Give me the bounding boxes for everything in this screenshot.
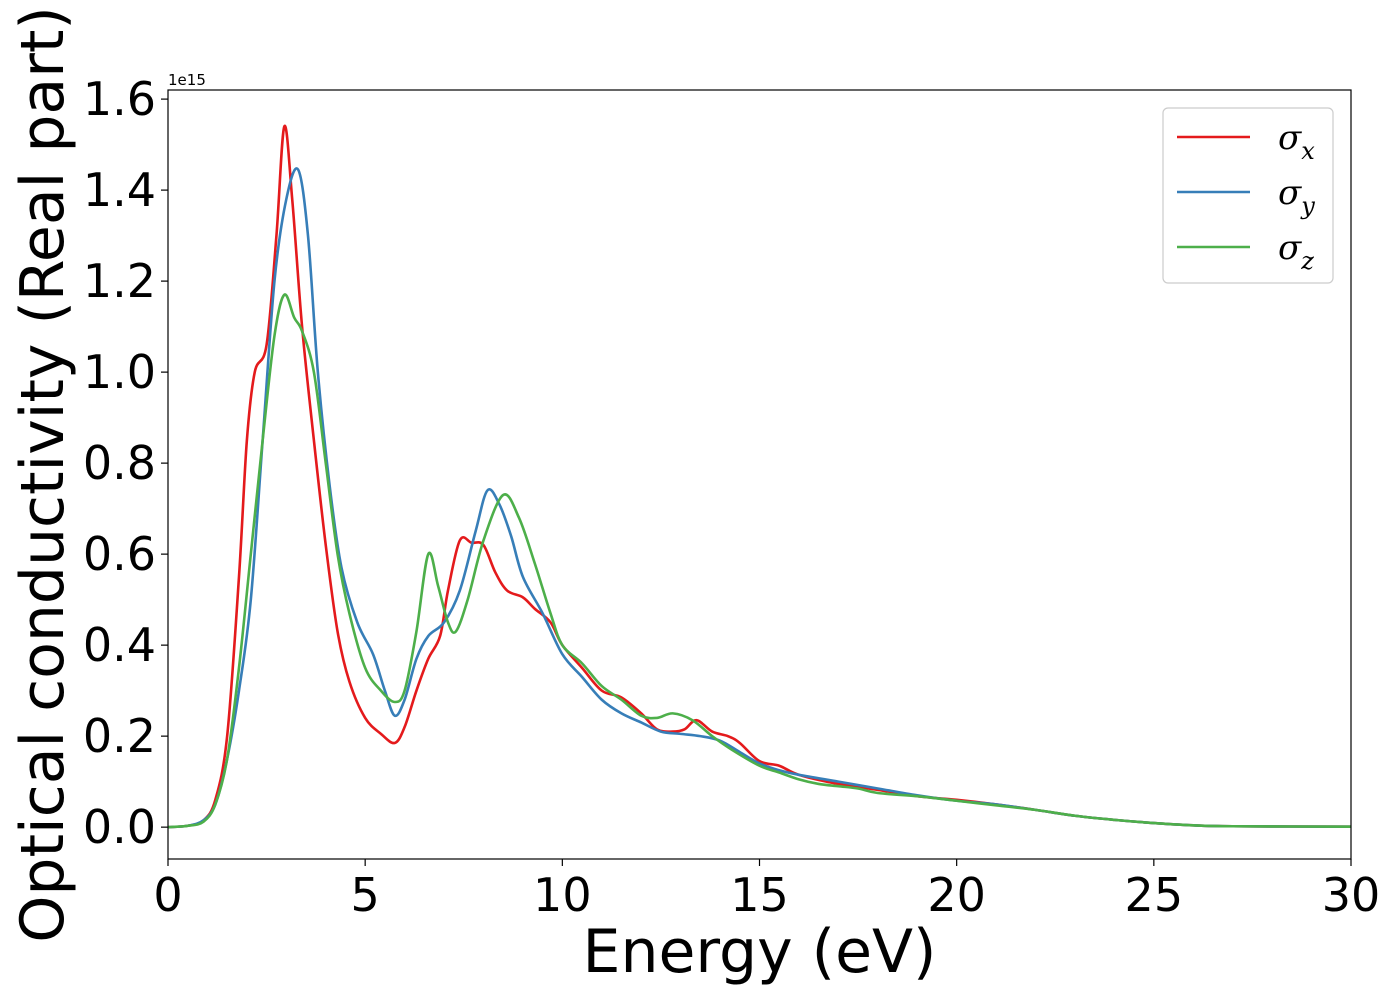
y-tick-label: 0.4 bbox=[83, 618, 156, 672]
series-line-x bbox=[167, 124, 1352, 829]
x-axis-ticks: 0 5 10 15 20 25 30 bbox=[153, 859, 1380, 922]
y-tick-label: 1.2 bbox=[83, 254, 156, 308]
series-line-z bbox=[167, 293, 1352, 829]
y-tick-label: 0.2 bbox=[83, 709, 156, 763]
y-tick-label: 1.4 bbox=[83, 163, 156, 217]
x-tick-label: 30 bbox=[1322, 868, 1381, 922]
legend-frame bbox=[1162, 107, 1334, 284]
x-tick-label: 0 bbox=[153, 868, 182, 922]
y-tick-label: 1.0 bbox=[83, 345, 156, 399]
y-offset-label: 1e15 bbox=[168, 71, 206, 89]
x-axis-label: Energy (eV) bbox=[583, 917, 937, 987]
y-tick-label: 1.6 bbox=[83, 72, 156, 126]
y-axis-ticks: 0.0 0.2 0.4 0.6 0.8 1.0 1.2 1.4 1.6 bbox=[83, 72, 168, 854]
x-tick-label: 20 bbox=[927, 868, 986, 922]
y-tick-label: 0.0 bbox=[83, 800, 156, 854]
x-tick-label: 15 bbox=[730, 868, 789, 922]
x-tick-label: 10 bbox=[533, 868, 592, 922]
plot-area bbox=[168, 90, 1351, 859]
y-axis-label: Optical conductivity (Real part) bbox=[8, 6, 78, 943]
y-tick-label: 0.8 bbox=[83, 436, 156, 490]
x-tick-label: 25 bbox=[1125, 868, 1184, 922]
series-lines bbox=[167, 124, 1352, 829]
y-tick-label: 0.6 bbox=[83, 527, 156, 581]
legend-label-y: σy bbox=[1278, 173, 1315, 220]
x-tick-label: 5 bbox=[351, 868, 380, 922]
